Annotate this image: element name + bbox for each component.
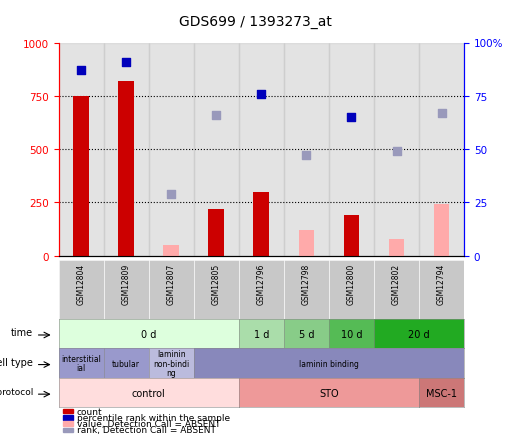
Bar [343,216,359,256]
Point [392,148,400,155]
Text: GSM12800: GSM12800 [346,263,355,305]
Text: growth protocol: growth protocol [0,387,33,396]
Text: 0 d: 0 d [141,329,156,339]
Bar [118,82,134,256]
Bar [284,43,328,256]
Bar [149,43,193,256]
Bar [418,43,463,256]
Point [212,112,220,119]
Bar [298,230,314,256]
Text: percentile rank within the sample: percentile rank within the sample [77,413,230,422]
Text: GSM12794: GSM12794 [436,263,445,305]
Bar [388,239,404,256]
Point [167,191,175,198]
Text: GSM12796: GSM12796 [257,263,265,305]
Text: rank, Detection Call = ABSENT: rank, Detection Call = ABSENT [77,425,215,434]
Bar [103,43,149,256]
Bar [208,209,224,256]
Text: laminin
non-bindi
ng: laminin non-bindi ng [153,349,189,378]
Text: GSM12807: GSM12807 [166,263,176,305]
Point [437,110,445,117]
Bar [328,43,373,256]
Text: GSM12804: GSM12804 [76,263,86,305]
Text: GSM12802: GSM12802 [391,263,400,304]
Text: GSM12809: GSM12809 [122,263,130,305]
Text: count: count [77,407,102,416]
Text: MSC-1: MSC-1 [425,388,456,398]
Point [302,153,310,160]
Bar [253,192,269,256]
Point [257,91,265,98]
Bar [163,246,179,256]
Bar [63,409,73,413]
Text: GSM12798: GSM12798 [301,263,310,305]
Text: GSM12805: GSM12805 [211,263,220,305]
Bar [63,421,73,426]
Bar [238,43,284,256]
Bar [373,43,418,256]
Text: 1 d: 1 d [253,329,269,339]
Text: value, Detection Call = ABSENT: value, Detection Call = ABSENT [77,419,220,428]
Text: 20 d: 20 d [407,329,429,339]
Point [122,59,130,66]
Point [347,115,355,122]
Bar [193,43,238,256]
Point [77,68,85,75]
Text: STO: STO [319,388,338,398]
Bar [59,43,103,256]
Text: 5 d: 5 d [298,329,314,339]
Text: interstitial
ial: interstitial ial [61,354,101,372]
Text: control: control [132,388,165,398]
Text: 10 d: 10 d [340,329,361,339]
Text: tubular: tubular [112,359,140,368]
Text: laminin binding: laminin binding [298,359,358,368]
Bar [63,415,73,420]
Bar [73,96,89,256]
Bar [433,205,448,256]
Text: GDS699 / 1393273_at: GDS699 / 1393273_at [178,15,331,29]
Text: time: time [11,327,33,337]
Bar [63,428,73,432]
Text: cell type: cell type [0,357,33,367]
